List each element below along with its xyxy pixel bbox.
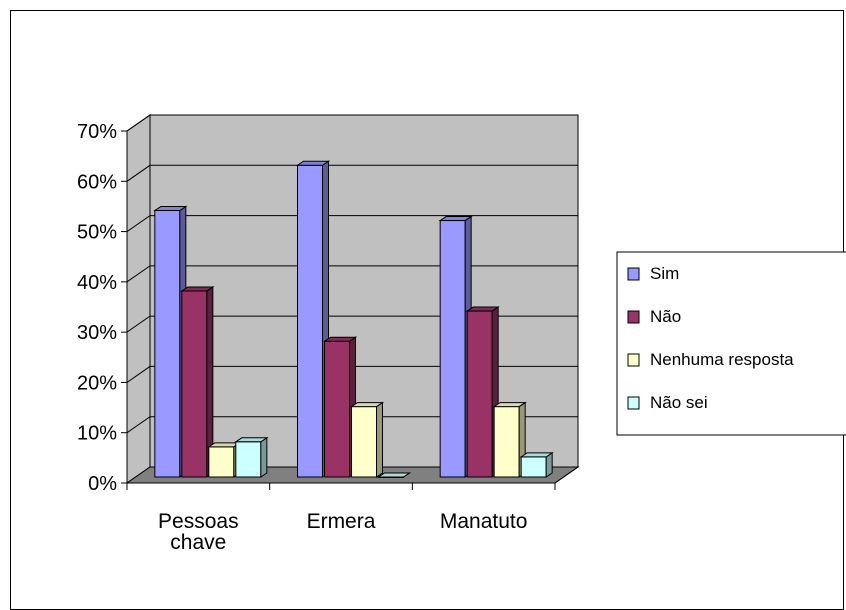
bar-n-o-sei — [519, 451, 554, 478]
y-tick-label: 30% — [77, 322, 117, 344]
bars — [153, 160, 554, 478]
y-tick-label: 70% — [77, 121, 117, 143]
bar-front — [520, 456, 547, 478]
bar-front — [154, 209, 181, 478]
bar-top — [519, 452, 554, 458]
gridline — [126, 114, 578, 132]
legend-box — [616, 251, 846, 436]
bar-sim — [153, 205, 188, 478]
legend: Sim Não Nenhuma resposta Não sei — [616, 251, 846, 436]
bar-sim — [295, 160, 331, 478]
legend-swatch — [627, 396, 640, 410]
y-tick-label: 10% — [77, 423, 117, 445]
gridline — [126, 365, 578, 383]
bar-n-o-sei — [376, 472, 412, 478]
bar-top — [153, 205, 188, 211]
legend-label: Não sei — [650, 393, 708, 412]
y-axis: 0% 10% 20% 30% 40% 50% 60% 70% — [77, 121, 128, 495]
bar-front — [235, 441, 262, 478]
bar-front — [493, 406, 520, 478]
bar-top — [376, 472, 412, 478]
bar-top — [322, 336, 358, 342]
gridline — [126, 416, 578, 434]
side-wall — [126, 114, 151, 484]
x-category-label: Ermera — [307, 510, 376, 533]
legend-swatch — [627, 267, 640, 281]
bar-n-o — [465, 306, 500, 478]
legend-swatch — [627, 353, 640, 367]
bar-top — [465, 306, 500, 312]
bar-n-o — [180, 286, 215, 478]
bar-top — [349, 402, 385, 408]
bar-nenhuma-resposta — [349, 401, 385, 478]
bar-front — [324, 340, 350, 478]
bar-top — [438, 216, 473, 222]
gridlines — [126, 114, 578, 434]
bar-top — [492, 402, 527, 408]
legend-label: Nenhuma resposta — [650, 350, 794, 369]
bar-sim — [438, 215, 473, 478]
bar-top — [234, 437, 269, 443]
gridline — [126, 265, 578, 283]
legend-label: Não — [650, 307, 681, 326]
bar-front — [351, 406, 377, 478]
gridline — [126, 215, 578, 232]
y-tick-label: 0% — [88, 473, 117, 495]
bar-side — [376, 401, 383, 478]
bar-top — [180, 286, 215, 292]
bar-front — [439, 220, 466, 478]
legend-swatch — [627, 310, 640, 324]
y-tick-label: 20% — [77, 372, 117, 394]
bar-n-o-sei — [234, 436, 269, 478]
bar-front — [208, 446, 235, 478]
x-axis: Pessoas chave Ermera Manatuto — [126, 466, 579, 554]
bar-n-o — [322, 336, 358, 478]
bar-nenhuma-resposta — [207, 441, 242, 478]
gridline — [126, 315, 578, 333]
x-category-label: Pessoas chave — [158, 510, 239, 554]
bar-top — [207, 442, 242, 448]
x-axis-edge — [554, 466, 579, 484]
y-tick-label: 50% — [77, 222, 117, 244]
bar-top — [295, 160, 331, 166]
y-tick-label: 60% — [77, 171, 117, 193]
bar-front — [466, 310, 493, 478]
bar-front — [181, 290, 208, 478]
gridline — [126, 164, 578, 182]
y-tick-label: 40% — [77, 272, 117, 294]
bar-side — [260, 436, 268, 478]
bar-nenhuma-resposta — [492, 401, 527, 478]
x-category-label: Manatuto — [440, 510, 528, 533]
bar-front — [297, 164, 323, 478]
legend-label: Sim — [650, 264, 679, 283]
